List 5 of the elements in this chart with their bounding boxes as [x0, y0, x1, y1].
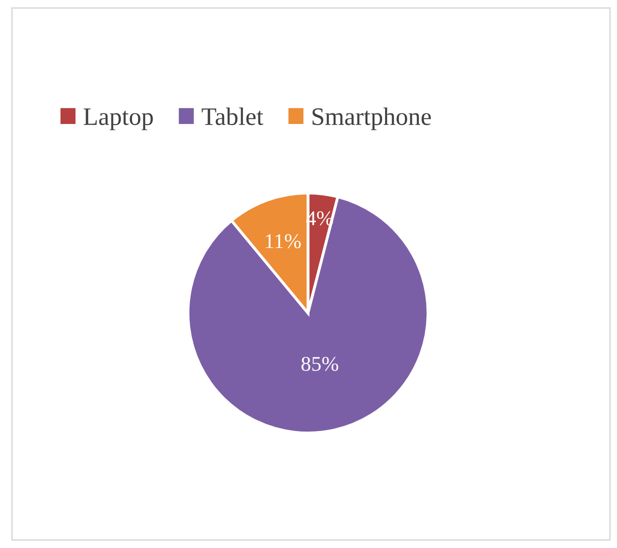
legend-label: Laptop — [84, 108, 153, 130]
legend-label: Smartphone — [312, 108, 431, 130]
legend-label: Tablet — [202, 108, 264, 126]
data-label: 11% — [266, 234, 301, 248]
data-label: 85% — [301, 356, 338, 371]
